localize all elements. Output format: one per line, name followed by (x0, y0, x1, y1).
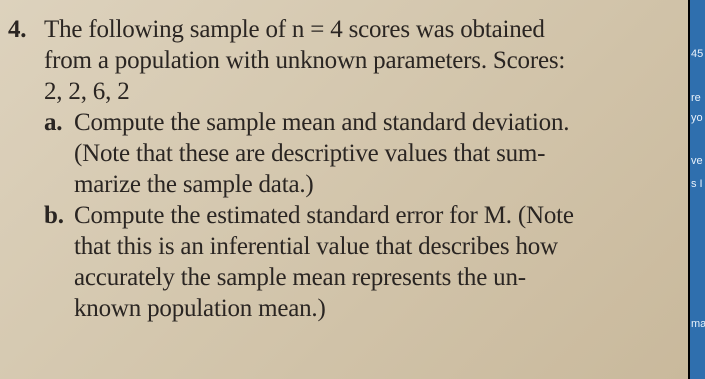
part-line: known population mean.) (74, 295, 326, 322)
sidebar-fragment: ve (691, 155, 703, 167)
sidebar-fragment: yo (691, 112, 703, 124)
textbook-page: 4. The following sample of n = 4 scores w… (0, 0, 688, 379)
part-line: marize the sample data.) (74, 171, 314, 198)
part-line: (Note that these are descriptive values … (74, 140, 546, 167)
sidebar-fragment: 45 (691, 48, 704, 60)
sidebar-fragment: re (691, 92, 701, 104)
stem-line: The following sample of n = 4 scores was… (44, 16, 545, 43)
part-line: Compute the sample mean and standard dev… (74, 109, 570, 136)
part-label: a. (44, 109, 63, 136)
part-line: Compute the estimated standard error for… (74, 202, 574, 229)
stem-line: 2, 2, 6, 2 (44, 78, 130, 105)
sidebar-fragment: ma (691, 318, 705, 330)
problem-number: 4. (8, 16, 27, 43)
sidebar-fragment: s I (691, 178, 703, 190)
sidebar: 45 re yo ve s I ma (690, 0, 705, 379)
part-line: that this is an inferential value that d… (74, 233, 558, 260)
stem-line: from a population with unknown parameter… (44, 47, 566, 74)
part-label: b. (44, 202, 64, 229)
part-line: accurately the sample mean represents th… (74, 264, 526, 291)
